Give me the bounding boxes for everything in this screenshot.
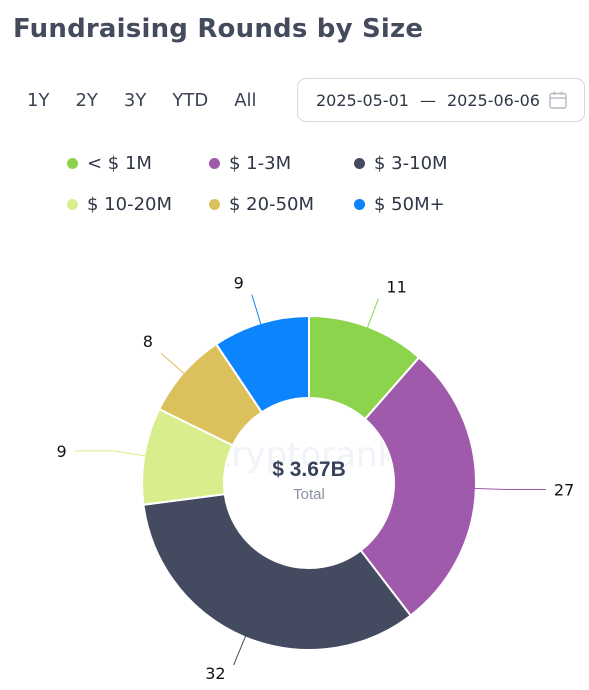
legend-label: $ 10-20M: [87, 194, 173, 215]
legend-color-dot: [67, 199, 78, 210]
donut-slice[interactable]: [142, 493, 412, 651]
range-button-2y[interactable]: 2Y: [75, 90, 98, 111]
chart-title: Fundraising Rounds by Size: [13, 14, 424, 44]
range-button-3y[interactable]: 3Y: [123, 90, 147, 111]
legend-item[interactable]: $ 1-3M: [209, 153, 291, 174]
slice-value-label: 27: [554, 480, 574, 499]
watermark: cryptorank: [213, 435, 398, 475]
date-range-picker[interactable]: 2025-05-01 — 2025-06-06: [297, 78, 585, 122]
calendar-icon[interactable]: [548, 90, 568, 110]
legend-item[interactable]: $ 50M+: [354, 194, 445, 215]
label-leader-line: [160, 352, 186, 375]
legend-item[interactable]: < $ 1M: [67, 153, 152, 174]
center-total-value: $ 3.67B: [272, 458, 346, 481]
slice-value-label: 9: [56, 442, 66, 461]
slice-value-label: 9: [234, 273, 244, 292]
legend-label: $ 50M+: [374, 194, 445, 215]
donut-slices: [141, 315, 477, 651]
label-leader-line: [366, 298, 379, 329]
label-leader-line: [74, 450, 147, 457]
donut-labels: 11 27 32 9 8 9: [56, 273, 574, 683]
legend-label: $ 3-10M: [374, 153, 448, 174]
date-start: 2025-05-01: [316, 90, 409, 110]
legend-color-dot: [209, 158, 220, 169]
legend-label: $ 1-3M: [229, 153, 292, 174]
legend-color-dot: [354, 158, 365, 169]
donut-slice[interactable]: [215, 315, 310, 414]
date-end: 2025-06-06: [446, 90, 540, 110]
donut-slice[interactable]: [359, 356, 477, 617]
range-button-1y[interactable]: 1Y: [27, 90, 50, 111]
center-total-label: Total: [293, 486, 325, 503]
range-button-all[interactable]: All: [234, 90, 257, 111]
slice-value-label: 11: [386, 278, 406, 297]
label-leader-line: [233, 635, 247, 666]
range-selector: 1Y 2Y 3Y YTD All: [27, 88, 283, 114]
range-button-ytd[interactable]: YTD: [172, 90, 209, 111]
legend-color-dot: [354, 199, 365, 210]
date-separator: —: [419, 90, 436, 110]
legend-item[interactable]: $ 20-50M: [209, 194, 314, 215]
legend-label: $ 20-50M: [229, 194, 315, 215]
legend-label: < $ 1M: [87, 153, 152, 174]
donut-chart: cryptorank 11 27 32 9 8 9 $ 3.67B Total: [56, 273, 574, 683]
legend-color-dot: [209, 199, 220, 210]
legend-item[interactable]: $ 3-10M: [354, 153, 448, 174]
slice-value-label: 32: [205, 664, 225, 683]
label-leader-line: [473, 487, 546, 490]
slice-value-label: 8: [143, 332, 153, 351]
label-leader-line: [251, 294, 262, 326]
legend-color-dot: [67, 158, 78, 169]
legend-item[interactable]: $ 10-20M: [67, 194, 172, 215]
